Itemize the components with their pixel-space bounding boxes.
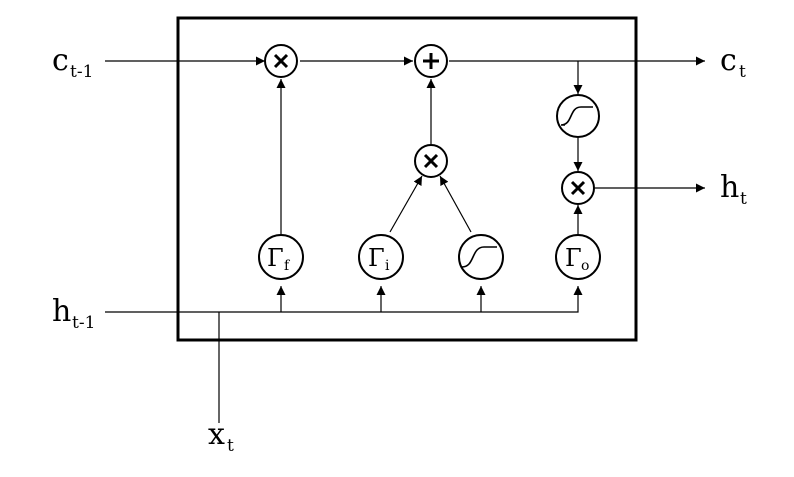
times-icon xyxy=(273,53,289,69)
output-gate-symbol: Γ xyxy=(565,244,582,272)
svg-text:t-1: t-1 xyxy=(72,313,95,333)
h-prev-bus xyxy=(105,286,583,313)
input-gate-subscript: i xyxy=(385,258,390,274)
svg-text:h: h xyxy=(720,170,739,205)
label-h-prev: h t-1 xyxy=(52,294,95,333)
label-x-t: x t xyxy=(208,417,234,456)
output-multiply-node xyxy=(561,171,595,205)
forget-multiply-node xyxy=(264,44,298,78)
input-gate-arrow xyxy=(389,175,423,233)
forget-gate-symbol: Γ xyxy=(267,244,284,272)
label-c-prev: c t-1 xyxy=(52,43,93,82)
svg-text:t: t xyxy=(740,189,747,209)
add-node xyxy=(414,44,448,78)
input-gate-symbol: Γ xyxy=(368,244,385,272)
candidate-arrow xyxy=(439,175,472,233)
svg-text:h: h xyxy=(52,294,71,329)
svg-text:t: t xyxy=(739,62,746,82)
svg-text:x: x xyxy=(208,417,225,452)
label-c-t: c t xyxy=(720,43,746,82)
input-gate-node: Γ i xyxy=(358,234,404,280)
connections xyxy=(105,56,705,423)
svg-text:c: c xyxy=(52,43,69,78)
svg-text:t-1: t-1 xyxy=(70,62,93,82)
cell-boundary xyxy=(176,16,638,342)
svg-text:c: c xyxy=(720,43,737,78)
times-icon xyxy=(423,153,439,169)
times-icon xyxy=(570,180,586,196)
forget-gate-node: Γ f xyxy=(258,234,304,280)
svg-text:t: t xyxy=(227,436,234,456)
output-gate-node: Γ o xyxy=(555,234,601,280)
input-multiply-node xyxy=(414,144,448,178)
candidate-tanh-node xyxy=(458,234,504,280)
output-tanh-node xyxy=(556,94,600,138)
plus-icon xyxy=(423,53,439,69)
sigmoid-curve-icon xyxy=(560,106,593,126)
label-h-t: h t xyxy=(720,170,747,209)
sigmoid-curve-icon xyxy=(461,246,497,268)
forget-gate-subscript: f xyxy=(284,258,291,274)
output-gate-subscript: o xyxy=(581,258,589,274)
